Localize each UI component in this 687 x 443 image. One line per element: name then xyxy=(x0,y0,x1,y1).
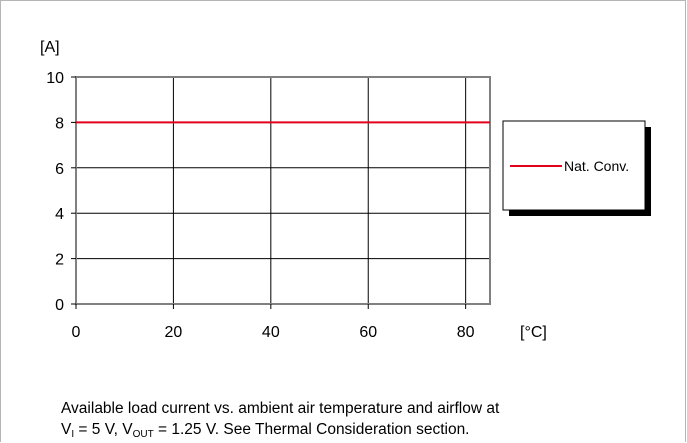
grid-lines xyxy=(75,76,490,305)
legend: Nat. Conv. xyxy=(502,120,651,216)
y-tick-label-4: 4 xyxy=(55,206,64,223)
caption-sub-out: OUT xyxy=(132,429,154,440)
caption-line-1: Available load current vs. ambient air t… xyxy=(61,400,500,417)
x-tick-label-20: 20 xyxy=(165,324,183,341)
y-tick-label-8: 8 xyxy=(55,115,64,132)
y-axis-label: [A] xyxy=(40,39,60,56)
caption-sub-i: I xyxy=(71,429,75,440)
caption-line-2: VI = 5 V, VOUT = 1.25 V. See Thermal Con… xyxy=(61,419,499,440)
y-tick-label-0: 0 xyxy=(55,297,64,314)
x-tick-label-0: 0 xyxy=(72,324,81,341)
plot-area-border xyxy=(75,76,491,305)
x-tick-label-40: 40 xyxy=(262,324,280,341)
caption-v: V xyxy=(61,421,72,438)
legend-label-nat-conv: Nat. Conv. xyxy=(564,158,629,174)
y-tick-label-2: 2 xyxy=(55,252,64,269)
caption-mid: = 5 V, V xyxy=(74,421,133,438)
x-tick-label-80: 80 xyxy=(457,324,475,341)
y-tick-label-10: 10 xyxy=(46,70,64,87)
x-axis-label: [°C] xyxy=(520,324,547,341)
y-tick-label-6: 6 xyxy=(55,161,64,178)
x-tick-label-60: 60 xyxy=(359,324,377,341)
caption-end: = 1.25 V. See Thermal Consideration sect… xyxy=(153,421,470,438)
figure-caption: Available load current vs. ambient air t… xyxy=(61,398,499,440)
